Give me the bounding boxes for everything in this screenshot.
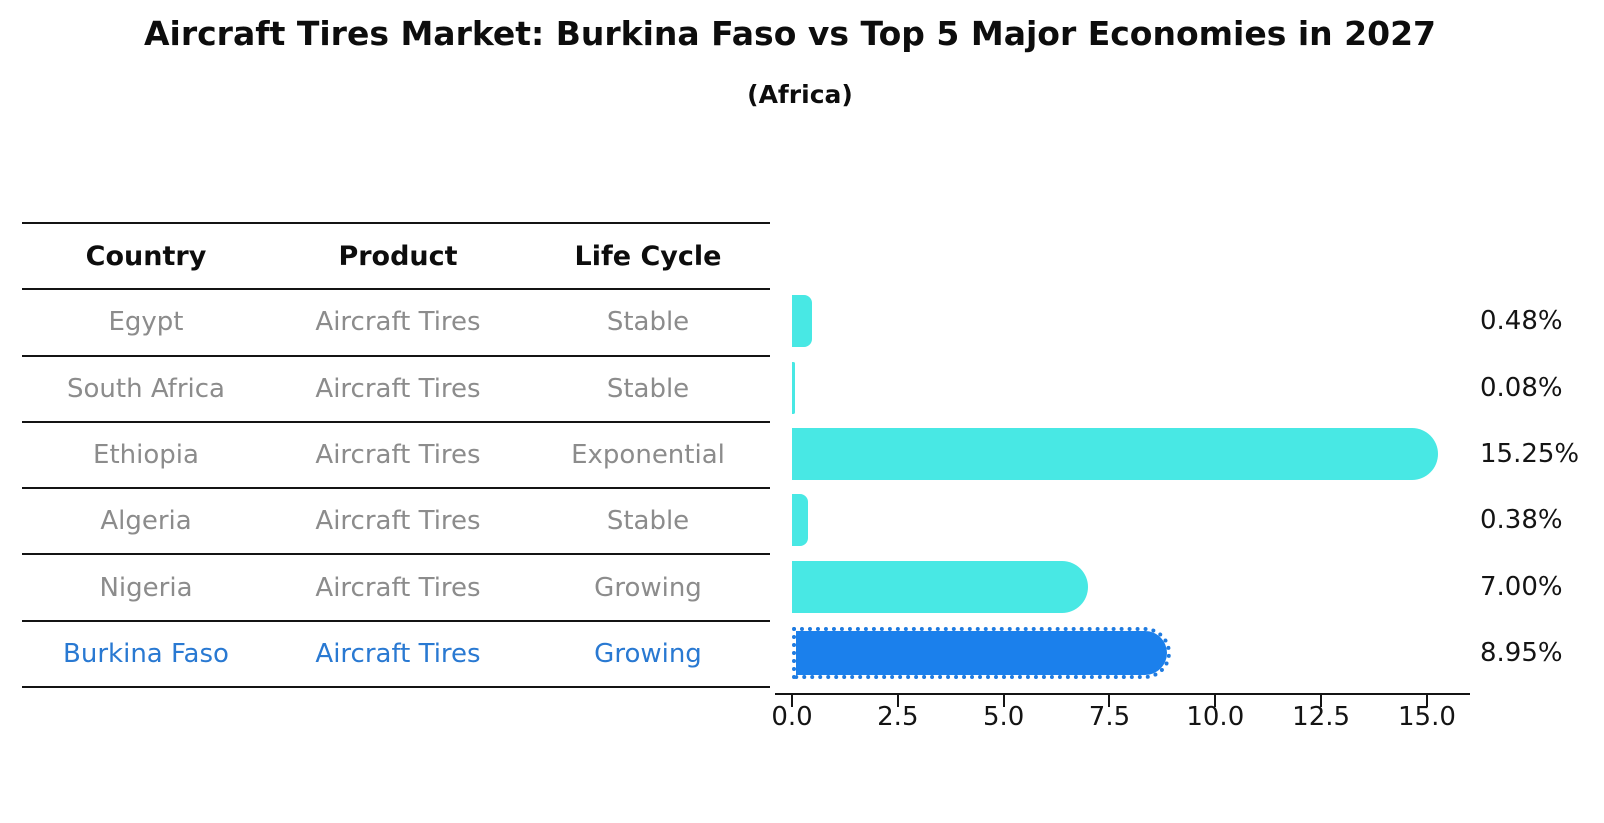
table-row-south-africa: South Africa Aircraft Tires Stable (22, 354, 770, 421)
table-row-burkina-faso: Burkina Faso Aircraft Tires Growing (22, 619, 770, 686)
table-row-ethiopia: Ethiopia Aircraft Tires Exponential (22, 420, 770, 487)
chart-subtitle: (Africa) (747, 80, 853, 109)
cell-country: Nigeria (99, 572, 193, 603)
cell-life-cycle: Growing (594, 572, 702, 603)
bar-egypt (792, 295, 813, 348)
bar-burkina-faso (792, 626, 1171, 679)
cell-country: Algeria (100, 506, 192, 537)
x-tick (1320, 695, 1323, 707)
x-tick-label: 7.5 (1088, 702, 1131, 732)
header-country: Country (85, 240, 207, 272)
x-tick (1002, 695, 1005, 707)
cell-country: Ethiopia (93, 440, 199, 471)
cell-product: Aircraft Tires (315, 572, 481, 603)
x-tick-label: 10.0 (1186, 702, 1245, 732)
x-tick (896, 695, 899, 707)
cell-product: Aircraft Tires (315, 638, 481, 669)
cell-country: Egypt (108, 307, 184, 338)
x-tick (1214, 695, 1217, 707)
cell-life-cycle: Exponential (571, 440, 725, 471)
x-tick (1108, 695, 1111, 707)
cell-product: Aircraft Tires (315, 373, 481, 404)
value-label-burkina-faso: 8.95% (1480, 637, 1563, 668)
cell-product: Aircraft Tires (315, 307, 481, 338)
table-row-egypt: Egypt Aircraft Tires Stable (22, 288, 770, 354)
x-tick (791, 695, 793, 707)
chart-title: Aircraft Tires Market: Burkina Faso vs T… (144, 14, 1436, 53)
cell-product: Aircraft Tires (315, 506, 481, 537)
cell-life-cycle: Stable (606, 373, 690, 404)
x-tick-label: 2.5 (877, 702, 919, 732)
country-table: Country Product Life Cycle Egypt Aircraft… (22, 222, 770, 689)
cell-country: Burkina Faso (63, 638, 229, 669)
value-label-south-africa: 0.08% (1480, 372, 1563, 403)
table-row-nigeria: Nigeria Aircraft Tires Growing (22, 553, 770, 619)
cell-country: South Africa (67, 373, 225, 404)
header-product: Product (338, 240, 458, 272)
bar-nigeria (792, 560, 1089, 613)
cell-life-cycle: Growing (594, 638, 702, 669)
table-body: Egypt Aircraft Tires Stable South Africa Air… (22, 288, 770, 686)
bar-algeria (792, 494, 809, 547)
x-tick (1425, 695, 1428, 707)
x-tick-label: 12.5 (1292, 702, 1351, 732)
x-tick-label: 15.0 (1397, 702, 1456, 732)
bar-south-africa (792, 361, 796, 414)
value-label-egypt: 0.48% (1480, 306, 1563, 337)
value-label-algeria: 0.38% (1480, 505, 1563, 536)
value-label-ethiopia: 15.25% (1480, 439, 1580, 470)
bar-ethiopia (792, 428, 1438, 481)
x-axis-line (775, 693, 1470, 695)
table-header-row: Country Product Life Cycle (22, 222, 770, 288)
x-tick-label: 5.0 (982, 702, 1025, 732)
value-label-nigeria: 7.00% (1480, 571, 1563, 602)
cell-life-cycle: Stable (606, 506, 690, 537)
header-life-cycle: Life Cycle (574, 240, 722, 272)
table-row-algeria: Algeria Aircraft Tires Stable (22, 487, 770, 553)
cell-life-cycle: Stable (606, 307, 690, 338)
cell-product: Aircraft Tires (315, 440, 481, 471)
x-tick-label: 0.0 (771, 702, 813, 732)
